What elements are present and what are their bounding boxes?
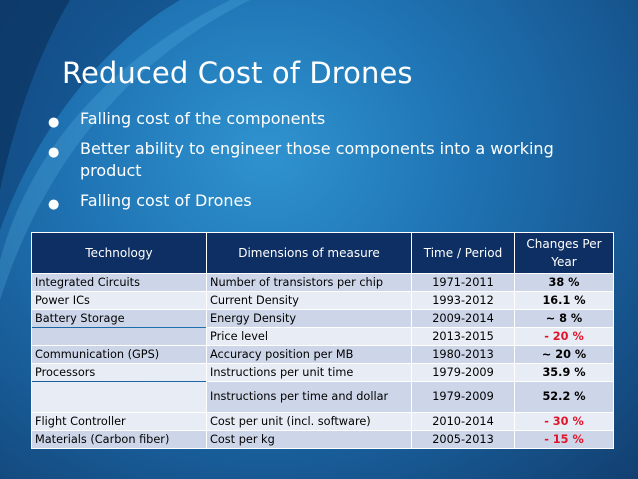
cell-technology	[31, 381, 207, 413]
cell-period: 2009-2014	[411, 309, 515, 328]
cell-dimension: Instructions per unit time	[206, 363, 412, 382]
cell-change: 52.2 %	[514, 381, 614, 413]
bullet-item: ● Better ability to engineer those compon…	[46, 138, 566, 182]
cell-period: 1980-2013	[411, 345, 515, 364]
cell-period: 2005-2013	[411, 430, 515, 449]
bullet-text: Falling cost of Drones	[80, 191, 252, 210]
cell-dimension: Price level	[206, 327, 412, 346]
header-change: Changes Per Year	[514, 232, 614, 274]
cell-period: 1979-2009	[411, 363, 515, 382]
header-technology: Technology	[31, 232, 207, 274]
cell-dimension: Cost per kg	[206, 430, 412, 449]
cell-dimension: Accuracy position per MB	[206, 345, 412, 364]
bullet-item: ● Falling cost of the components	[46, 108, 566, 130]
header-period: Time / Period	[411, 232, 515, 274]
cell-period: 1993-2012	[411, 291, 515, 310]
bullet-icon: ●	[48, 145, 60, 160]
cell-change: - 20 %	[514, 327, 614, 346]
cell-period: 1971-2011	[411, 273, 515, 292]
cell-technology	[31, 327, 207, 346]
cell-dimension: Current Density	[206, 291, 412, 310]
cell-change: ~ 20 %	[514, 345, 614, 364]
bullet-item: ● Falling cost of Drones	[46, 190, 566, 212]
cell-dimension: Instructions per time and dollar	[206, 381, 412, 413]
cell-change: 38 %	[514, 273, 614, 292]
cell-change: - 30 %	[514, 412, 614, 431]
cell-technology: Materials (Carbon fiber)	[31, 430, 207, 449]
cell-dimension: Cost per unit (incl. software)	[206, 412, 412, 431]
cell-period: 2013-2015	[411, 327, 515, 346]
table-header-row: Technology Dimensions of measure Time / …	[31, 232, 614, 274]
cell-technology: Power ICs	[31, 291, 207, 310]
cell-change: ~ 8 %	[514, 309, 614, 328]
bullet-list: ● Falling cost of the components ● Better …	[46, 108, 566, 220]
table-row: Processors Instructions per unit time 19…	[31, 363, 614, 382]
cell-technology: Communication (GPS)	[31, 345, 207, 364]
table-row: Materials (Carbon fiber) Cost per kg 200…	[31, 430, 614, 449]
cell-technology: Processors	[31, 363, 207, 382]
bullet-text: Better ability to engineer those compone…	[80, 139, 554, 180]
cell-technology: Integrated Circuits	[31, 273, 207, 292]
cell-change: 35.9 %	[514, 363, 614, 382]
cell-technology: Flight Controller	[31, 412, 207, 431]
table-row: Power ICs Current Density 1993-2012 16.1…	[31, 291, 614, 310]
bullet-icon: ●	[48, 197, 60, 212]
table-row: Battery Storage Energy Density 2009-2014…	[31, 309, 614, 328]
table-row: Communication (GPS) Accuracy position pe…	[31, 345, 614, 364]
bullet-text: Falling cost of the components	[80, 109, 326, 128]
cell-change: - 15 %	[514, 430, 614, 449]
cell-period: 2010-2014	[411, 412, 515, 431]
cell-dimension: Number of transistors per chip	[206, 273, 412, 292]
technology-cost-table: Technology Dimensions of measure Time / …	[31, 232, 614, 449]
table-row: Instructions per time and dollar 1979-20…	[31, 381, 614, 413]
cell-technology: Battery Storage	[31, 309, 207, 328]
table-row: Flight Controller Cost per unit (incl. s…	[31, 412, 614, 431]
bullet-icon: ●	[48, 115, 60, 130]
cell-period: 1979-2009	[411, 381, 515, 413]
cell-dimension: Energy Density	[206, 309, 412, 328]
table-row: Integrated Circuits Number of transistor…	[31, 273, 614, 292]
header-dimension: Dimensions of measure	[206, 232, 412, 274]
cell-change: 16.1 %	[514, 291, 614, 310]
slide-title: Reduced Cost of Drones	[62, 56, 413, 90]
table-row: Price level 2013-2015 - 20 %	[31, 327, 614, 346]
